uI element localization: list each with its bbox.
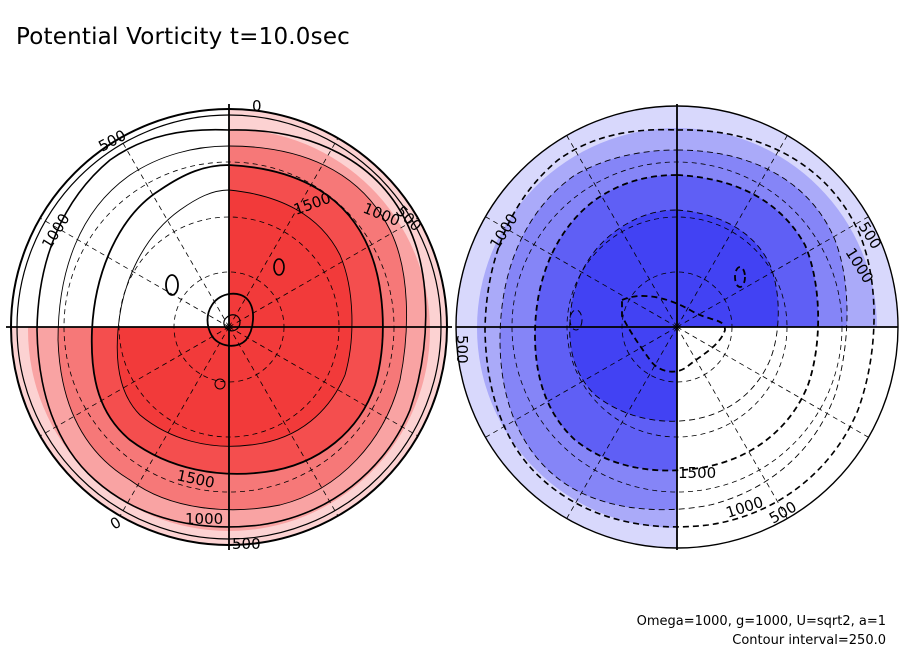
left-mask-quadrant bbox=[11, 109, 229, 327]
right-contour-eddy-2 bbox=[569, 309, 583, 331]
right-contour-neg1250 bbox=[569, 209, 779, 422]
right-mask-quadrant bbox=[677, 327, 898, 548]
right-contour-neg750 bbox=[499, 149, 848, 511]
left-contour-750 bbox=[57, 145, 407, 511]
right-contour-eddy-1 bbox=[734, 266, 746, 288]
left-contour-eddy-1 bbox=[165, 274, 179, 296]
left-contour-500 bbox=[36, 128, 427, 528]
parameter-text: Omega=1000, g=1000, U=sqrt2, a=1 bbox=[636, 614, 886, 629]
left-label-500-b: 500 bbox=[232, 535, 261, 553]
left-contour-1250 bbox=[116, 189, 353, 447]
right-panel: 1000 500 1000 500 1500 1000 500 bbox=[453, 104, 899, 550]
left-contour-1500-b bbox=[223, 314, 241, 332]
left-panel: 0 500 1000 1500 1000 500 1500 1000 500 0 bbox=[6, 97, 452, 553]
left-label-1000-b: 1000 bbox=[185, 510, 223, 528]
plot-parameters: Omega=1000, g=1000, U=sqrt2, a=1 Contour… bbox=[637, 612, 886, 650]
chart-title: Potential Vorticity t=10.0sec bbox=[16, 24, 351, 50]
right-contour-neg500 bbox=[484, 128, 875, 528]
right-label-500-l: 500 bbox=[453, 335, 471, 364]
left-contour-1000 bbox=[90, 164, 384, 475]
right-label-1500-b: 1500 bbox=[678, 464, 716, 482]
left-contour-eddy-2 bbox=[273, 258, 285, 276]
contour-interval-text: Contour interval=250.0 bbox=[732, 633, 886, 648]
left-contour-eddy-3 bbox=[214, 378, 226, 390]
left-label-0-top: 0 bbox=[252, 97, 262, 115]
